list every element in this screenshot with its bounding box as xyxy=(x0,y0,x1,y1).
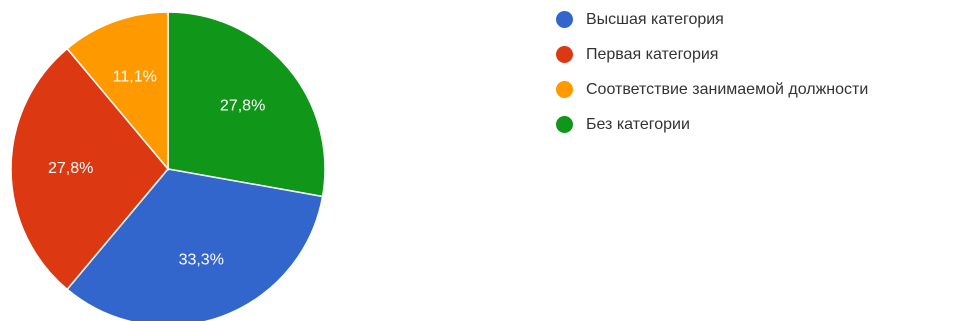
pie-slice-position-compliance[interactable] xyxy=(66,11,169,172)
legend-label: Соответствие занимаемой должности xyxy=(586,80,869,98)
legend-marker-icon xyxy=(556,46,573,63)
legend-label: Первая категория xyxy=(586,45,719,63)
legend-label: Высшая категория xyxy=(586,10,724,28)
legend-item-highest-category[interactable]: Высшая категория xyxy=(556,8,868,31)
pie-chart: 27,8% 33,3% 27,8% 11,1% xyxy=(10,11,326,321)
legend-marker-icon xyxy=(556,81,573,98)
pie-slice-label-position-compliance: 11,1% xyxy=(113,69,157,86)
chart-legend: Высшая категория Первая категория Соотве… xyxy=(556,8,868,148)
pie-slice-label-no-category: 27,8% xyxy=(220,98,265,115)
pie-slice-label-first-category: 27,8% xyxy=(48,160,93,177)
legend-marker-icon xyxy=(556,116,573,133)
legend-item-no-category[interactable]: Без категории xyxy=(556,113,868,136)
legend-item-position-compliance[interactable]: Соответствие занимаемой должности xyxy=(556,78,868,101)
pie-slice-label-highest-category: 33,3% xyxy=(179,252,224,269)
legend-item-first-category[interactable]: Первая категория xyxy=(556,43,868,66)
legend-label: Без категории xyxy=(586,115,690,133)
legend-marker-icon xyxy=(556,11,573,28)
pie-slice-highest-category[interactable] xyxy=(66,168,324,321)
pie-slice-first-category[interactable] xyxy=(10,47,169,291)
pie-slice-no-category[interactable] xyxy=(167,11,326,198)
